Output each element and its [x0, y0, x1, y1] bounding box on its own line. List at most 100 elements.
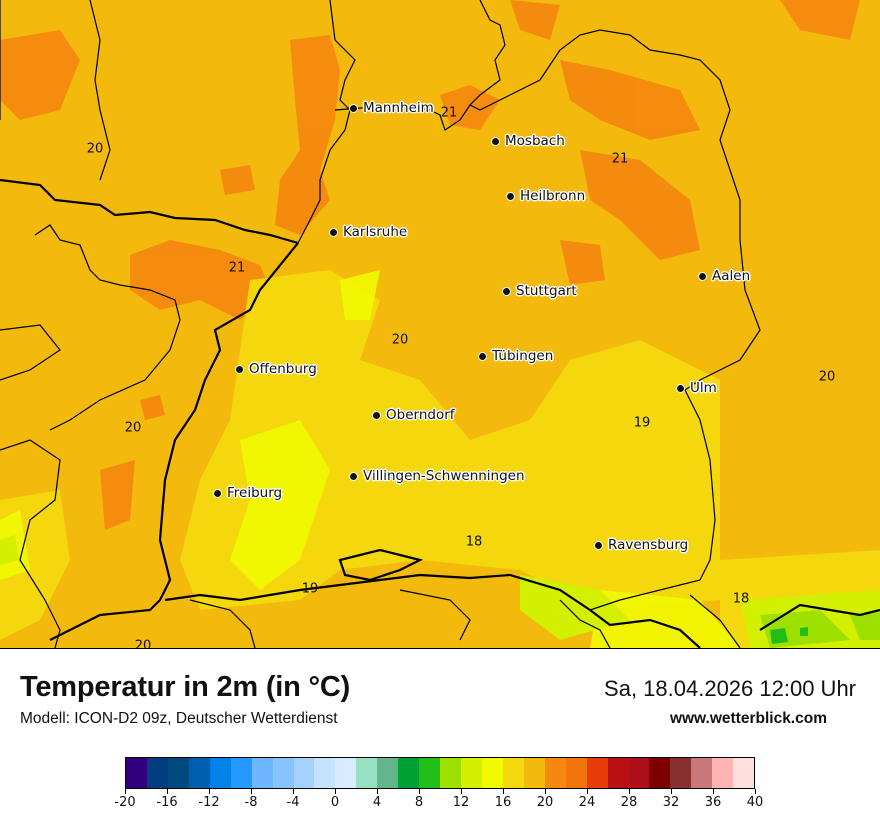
city-dot-icon	[349, 471, 358, 481]
city-name: Stuttgart	[516, 283, 577, 299]
legend-swatch	[523, 758, 545, 788]
legend-tick-mark	[208, 789, 210, 794]
legend-swatch	[272, 758, 294, 788]
legend-tick-mark	[334, 789, 336, 794]
city-dot-icon	[478, 351, 487, 361]
city-marker: Ravensburg	[594, 537, 688, 553]
legend-tick-mark	[586, 789, 588, 794]
legend-tick-mark	[292, 789, 294, 794]
temperature-map[interactable]: Mannheim Mosbach Heilbronn Karlsruhe Aalen St…	[0, 0, 880, 649]
city-marker: Aalen	[698, 268, 750, 284]
legend-tick-label: 20	[536, 795, 554, 810]
isoline-value: 21	[440, 105, 458, 121]
legend-tick-label: 36	[704, 795, 722, 810]
legend-swatch	[335, 758, 357, 788]
city-marker: Mosbach	[491, 133, 565, 149]
legend-swatch	[398, 758, 420, 788]
legend-tick-label: 8	[414, 795, 424, 810]
isoline-value: 20	[818, 369, 836, 385]
legend-tick-label: 28	[620, 795, 638, 810]
city-name: Ravensburg	[608, 537, 689, 553]
legend-tick-label: -20	[114, 795, 136, 810]
legend-tick-mark	[670, 789, 672, 794]
isoline-value: 19	[633, 415, 651, 431]
legend-tick-label: 32	[662, 795, 680, 810]
map-title: Temperatur in 2m (in °C)	[20, 671, 351, 703]
isoline-value: 20	[134, 638, 152, 649]
city-name: Karlsruhe	[343, 224, 408, 240]
website-link[interactable]: www.wetterblick.com	[669, 710, 827, 727]
isoline-value: 19	[301, 581, 319, 597]
city-dot-icon	[491, 136, 500, 146]
city-marker: Tübingen	[478, 348, 553, 364]
city-marker: Heilbronn	[506, 188, 585, 204]
legend-tick-label: -12	[198, 795, 220, 810]
legend-swatch	[251, 758, 273, 788]
legend-tick-mark	[418, 789, 420, 794]
city-name: Mosbach	[505, 133, 565, 149]
city-marker: Villingen-Schwenningen	[349, 468, 525, 484]
city-marker: Offenburg	[235, 361, 317, 377]
forecast-datetime: Sa, 18.04.2026 12:00 Uhr	[604, 676, 856, 701]
city-marker: Karlsruhe	[329, 224, 407, 240]
model-source: Modell: ICON-D2 09z, Deutscher Wetterdie…	[20, 710, 338, 727]
city-name: Mannheim	[363, 100, 434, 116]
city-dot-icon	[594, 540, 603, 550]
legend-swatch	[126, 758, 147, 788]
legend-swatch	[293, 758, 315, 788]
legend-swatch	[377, 758, 399, 788]
legend-tick-label: 24	[578, 795, 596, 810]
legend-tick-label: 40	[746, 795, 764, 810]
city-dot-icon	[676, 383, 685, 393]
legend-swatch	[607, 758, 629, 788]
legend-swatch	[481, 758, 503, 788]
legend-swatch	[712, 758, 734, 788]
city-marker: Ulm	[676, 380, 717, 396]
legend-swatch	[565, 758, 587, 788]
city-name: Villingen-Schwenningen	[363, 468, 525, 484]
legend-swatch	[461, 758, 482, 788]
city-name: Tübingen	[492, 348, 554, 364]
legend-swatch	[209, 758, 231, 788]
legend-tick-labels: -20 -16 -12 -8 -4 0 4 8 12 16 20 24 28 32 36 40	[114, 789, 763, 819]
city-marker: Mannheim	[349, 100, 434, 116]
city-dot-icon	[235, 364, 244, 374]
legend-tick-label: -16	[156, 795, 178, 810]
city-name: Ulm	[690, 380, 717, 396]
city-name: Heilbronn	[520, 188, 586, 204]
legend-swatch	[188, 758, 210, 788]
legend-tick-label: -8	[244, 795, 258, 810]
legend-tick-mark	[460, 789, 462, 794]
legend-swatch	[167, 758, 189, 788]
isoline-value: 20	[86, 141, 104, 157]
legend-tick-label: 0	[330, 795, 340, 810]
legend-tick-label: 16	[494, 795, 512, 810]
city-dot-icon	[698, 271, 707, 281]
city-dot-icon	[372, 410, 381, 420]
city-dot-icon	[213, 488, 222, 498]
legend-swatch	[314, 758, 336, 788]
isoline-value: 18	[465, 534, 483, 550]
city-name: Aalen	[712, 268, 751, 284]
city-name: Offenburg	[249, 361, 317, 377]
city-dot-icon	[506, 191, 515, 201]
city-dot-icon	[502, 286, 511, 296]
legend-swatch	[691, 758, 713, 788]
isoline-value: 18	[732, 591, 750, 607]
city-marker: Oberndorf	[372, 407, 455, 423]
temperature-field	[0, 0, 880, 648]
isoline-value: 21	[611, 151, 629, 167]
legend-swatch	[733, 758, 755, 788]
city-marker: Freiburg	[213, 485, 282, 501]
city-name: Freiburg	[227, 485, 283, 501]
city-dot-icon	[349, 103, 358, 113]
legend-tick-mark	[712, 789, 714, 794]
legend-swatch	[230, 758, 252, 788]
legend-tick-mark	[376, 789, 378, 794]
city-dot-icon	[329, 227, 338, 237]
legend-tick-mark	[502, 789, 504, 794]
legend-tick-label: -4	[286, 795, 300, 810]
legend-tick-mark	[544, 789, 546, 794]
legend-tick-label: 4	[372, 795, 382, 810]
city-marker: Stuttgart	[502, 283, 577, 299]
